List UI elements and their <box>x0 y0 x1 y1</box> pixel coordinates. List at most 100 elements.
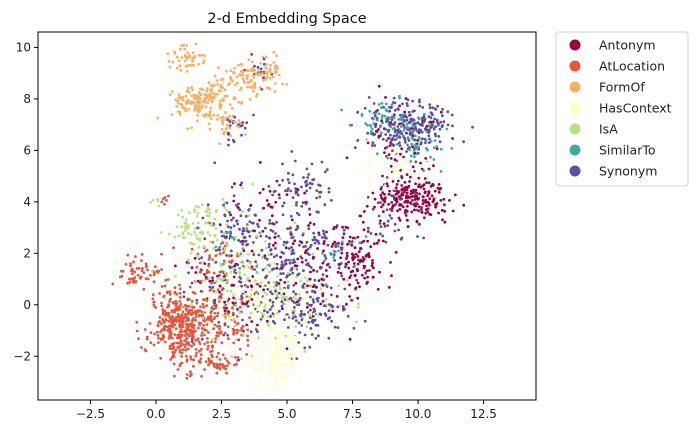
point-synonym <box>434 108 438 111</box>
point-atlocation <box>209 350 212 354</box>
point-atlocation <box>183 345 187 349</box>
point-atlocation <box>155 330 159 334</box>
point-formof <box>174 98 178 101</box>
point-synonym <box>390 115 394 119</box>
point-atlocation <box>217 351 220 355</box>
point-synonym <box>208 285 212 289</box>
point-synonym <box>302 245 305 249</box>
point-isa <box>267 315 270 318</box>
point-formof <box>196 119 199 123</box>
point-synonym <box>302 176 305 179</box>
point-similarto <box>431 125 435 129</box>
point-similarto <box>408 148 411 152</box>
point-isa <box>167 232 171 236</box>
point-antonym <box>432 197 436 201</box>
point-synonym <box>416 130 419 133</box>
point-synonym <box>281 204 284 208</box>
point-antonym <box>366 141 370 145</box>
point-antonym <box>400 176 404 180</box>
point-formof <box>215 118 219 121</box>
point-formof <box>252 69 255 72</box>
point-atlocation <box>208 288 212 292</box>
point-hascontext <box>220 327 224 331</box>
point-hascontext <box>274 341 278 344</box>
point-synonym <box>257 253 261 257</box>
point-synonym <box>418 104 422 108</box>
point-antonym <box>347 260 350 264</box>
point-atlocation <box>238 305 242 309</box>
point-atlocation <box>200 347 203 351</box>
point-synonym <box>315 189 319 193</box>
point-synonym <box>309 266 313 269</box>
point-antonym <box>437 183 441 186</box>
point-antonym <box>420 210 424 214</box>
point-synonym <box>330 319 333 323</box>
point-antonym <box>354 252 358 256</box>
point-synonym <box>418 122 422 126</box>
point-antonym <box>394 250 398 254</box>
point-hascontext <box>282 349 285 353</box>
point-synonym <box>291 248 295 252</box>
point-antonym <box>293 239 297 243</box>
point-synonym <box>294 292 298 296</box>
point-similarto <box>417 137 421 141</box>
point-atlocation <box>178 348 182 352</box>
point-hascontext <box>236 285 240 289</box>
point-antonym <box>371 261 374 265</box>
point-synonym <box>407 110 411 114</box>
point-antonym <box>253 229 256 233</box>
point-synonym <box>252 113 255 117</box>
point-atlocation <box>157 336 160 340</box>
point-atlocation <box>181 348 185 351</box>
point-similarto <box>214 245 218 249</box>
point-synonym <box>320 266 323 269</box>
point-synonym <box>310 182 314 186</box>
point-synonym <box>439 120 443 124</box>
point-formof <box>237 100 241 104</box>
point-atlocation <box>170 309 174 312</box>
point-synonym <box>252 253 256 256</box>
x-tick-label: 7.5 <box>343 407 362 421</box>
point-synonym <box>323 312 327 315</box>
point-synonym <box>232 313 235 317</box>
point-antonym <box>371 259 374 262</box>
point-atlocation <box>202 305 206 309</box>
point-atlocation <box>163 340 167 344</box>
point-synonym <box>294 315 297 319</box>
point-isa <box>197 205 201 209</box>
point-antonym <box>229 213 233 217</box>
point-atlocation <box>171 343 174 347</box>
point-synonym <box>320 160 324 164</box>
point-antonym <box>348 337 352 341</box>
point-synonym <box>381 137 385 141</box>
point-synonym <box>268 218 272 222</box>
point-antonym <box>429 120 433 124</box>
point-similarto <box>380 101 384 105</box>
point-synonym <box>419 142 423 145</box>
point-synonym <box>316 324 320 327</box>
point-antonym <box>203 262 207 266</box>
point-isa <box>354 320 358 324</box>
point-atlocation <box>224 303 228 307</box>
point-synonym <box>436 122 440 126</box>
point-atlocation <box>203 342 207 346</box>
point-similarto <box>350 241 353 245</box>
point-synonym <box>239 277 243 280</box>
point-antonym <box>441 218 444 222</box>
point-similarto <box>377 103 381 106</box>
point-formof <box>194 42 198 46</box>
point-hascontext <box>269 355 272 359</box>
point-isa <box>176 213 180 217</box>
point-atlocation <box>120 274 124 278</box>
point-formof <box>200 106 203 110</box>
point-hascontext <box>270 361 274 365</box>
point-synonym <box>418 100 421 104</box>
point-antonym <box>333 240 337 244</box>
point-synonym <box>261 268 265 272</box>
point-synonym <box>294 319 298 322</box>
point-formof <box>210 84 213 87</box>
point-antonym <box>265 199 269 202</box>
point-synonym <box>441 114 444 118</box>
point-antonym <box>305 305 309 309</box>
point-formof <box>198 109 202 113</box>
